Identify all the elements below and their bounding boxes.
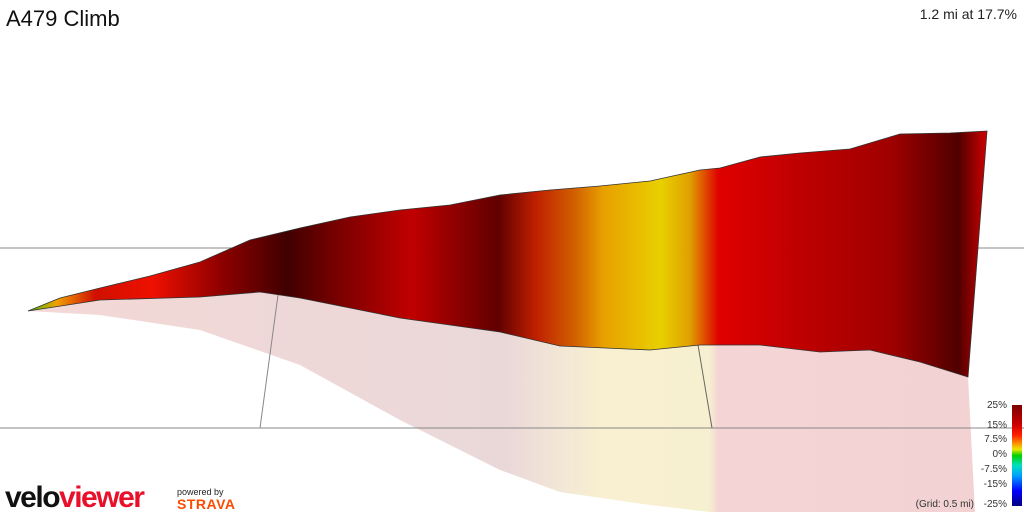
page-title: A479 Climb — [6, 6, 120, 31]
gradient-legend-bar — [1012, 405, 1022, 506]
legend-tick: -15% — [983, 479, 1007, 490]
grid-scale-label: (Grid: 0.5 mi) — [915, 499, 974, 510]
grid-line-depth-left — [259, 294, 279, 429]
legend-tick: 0% — [992, 449, 1007, 460]
legend-tick: -7.5% — [980, 464, 1007, 475]
veloviewer-logo[interactable]: veloviewer — [5, 481, 145, 514]
strava-logo[interactable]: STRAVA — [177, 496, 236, 512]
legend-tick: -25% — [983, 499, 1007, 510]
legend-tick: 7.5% — [984, 434, 1007, 445]
profile-shadow — [28, 292, 975, 512]
powered-by-label: powered by — [177, 487, 224, 497]
legend-tick: 25% — [986, 400, 1007, 411]
legend-tick: 15% — [986, 420, 1007, 431]
grid-line-depth-right — [697, 344, 713, 429]
climb-summary: 1.2 mi at 17.7% — [919, 6, 1017, 22]
profile-surface — [27, 130, 988, 378]
